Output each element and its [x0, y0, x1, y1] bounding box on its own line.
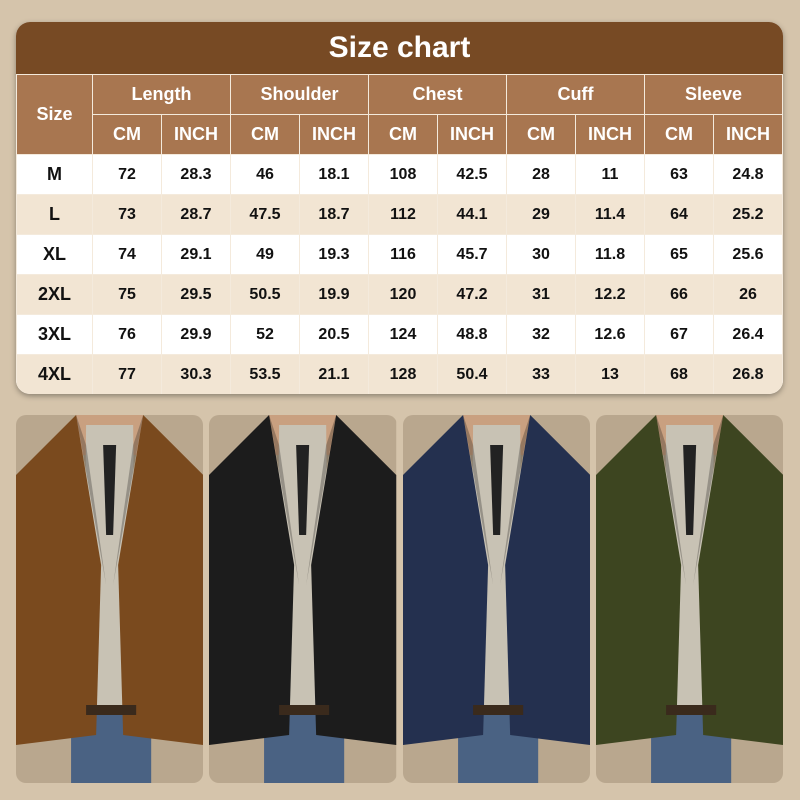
- table-cell: 65: [644, 234, 714, 275]
- table-cell: 31: [506, 274, 576, 315]
- table-cell: 46: [230, 154, 300, 195]
- table-cell: 47.2: [437, 274, 507, 315]
- unit-header: CM: [368, 114, 438, 155]
- table-cell: 44.1: [437, 194, 507, 235]
- table-cell: 11: [575, 154, 645, 195]
- table-cell: 120: [368, 274, 438, 315]
- table-cell: 19.9: [299, 274, 369, 315]
- table-row: L 73 28.7 47.5 18.7 112 44.1 29 11.4 64 25.2: [16, 194, 783, 235]
- table-row: XL 74 29.1 49 19.3 116 45.7 30 11.8 65 25.6: [16, 234, 783, 275]
- size-chart: Size chart Size Length Shoulder Chest Cuff Sl…: [16, 22, 783, 394]
- table-cell: 24.8: [713, 154, 783, 195]
- table-row: 2XL 75 29.5 50.5 19.9 120 47.2 31 12.2 66 26: [16, 274, 783, 315]
- table-row: M 72 28.3 46 18.1 108 42.5 28 11 63 24.8: [16, 154, 783, 195]
- table-cell: 124: [368, 314, 438, 355]
- unit-header: INCH: [299, 114, 369, 155]
- table-cell: 68: [644, 354, 714, 394]
- table-cell: 13: [575, 354, 645, 394]
- table-cell: 11.4: [575, 194, 645, 235]
- table-cell: 21.1: [299, 354, 369, 394]
- column-group-header: Shoulder: [230, 74, 369, 115]
- table-cell: 73: [92, 194, 162, 235]
- table-cell: 45.7: [437, 234, 507, 275]
- product-photos: [16, 415, 783, 783]
- table-cell: 77: [92, 354, 162, 394]
- table-cell: 12.2: [575, 274, 645, 315]
- table-cell: 29.9: [161, 314, 231, 355]
- table-cell: 48.8: [437, 314, 507, 355]
- table-row: 3XL 76 29.9 52 20.5 124 48.8 32 12.6 67 26.4: [16, 314, 783, 355]
- table-cell: 33: [506, 354, 576, 394]
- table-cell: 20.5: [299, 314, 369, 355]
- table-cell: 25.6: [713, 234, 783, 275]
- table-cell: 53.5: [230, 354, 300, 394]
- size-header: Size: [16, 74, 93, 155]
- unit-header: CM: [506, 114, 576, 155]
- table-cell: 29.5: [161, 274, 231, 315]
- size-chart-title: Size chart: [16, 22, 783, 74]
- unit-header: CM: [644, 114, 714, 155]
- column-group-header: Length: [92, 74, 231, 115]
- table-cell: 116: [368, 234, 438, 275]
- table-cell: 72: [92, 154, 162, 195]
- brown-corduroy-blazer-photo: [16, 415, 204, 783]
- table-cell: 11.8: [575, 234, 645, 275]
- table-cell: 67: [644, 314, 714, 355]
- table-cell: 32: [506, 314, 576, 355]
- table-cell: 18.1: [299, 154, 369, 195]
- table-cell: 29: [506, 194, 576, 235]
- table-cell: 30.3: [161, 354, 231, 394]
- unit-header: CM: [230, 114, 300, 155]
- table-cell: 63: [644, 154, 714, 195]
- table-cell: 18.7: [299, 194, 369, 235]
- olive-corduroy-suit-photo: [595, 415, 783, 783]
- black-corduroy-blazer-photo: [209, 415, 397, 783]
- table-cell: 66: [644, 274, 714, 315]
- table-cell: 128: [368, 354, 438, 394]
- navy-corduroy-suit-photo: [402, 415, 590, 783]
- table-cell: 50.5: [230, 274, 300, 315]
- table-cell: 28: [506, 154, 576, 195]
- size-table: Size Length Shoulder Chest Cuff Sleeve CM INCH C…: [16, 74, 783, 394]
- table-cell: 50.4: [437, 354, 507, 394]
- size-label: M: [16, 154, 93, 195]
- table-cell: 75: [92, 274, 162, 315]
- size-label: 3XL: [16, 314, 93, 355]
- unit-header: INCH: [437, 114, 507, 155]
- table-cell: 47.5: [230, 194, 300, 235]
- table-cell: 25.2: [713, 194, 783, 235]
- table-cell: 74: [92, 234, 162, 275]
- table-cell: 30: [506, 234, 576, 275]
- table-cell: 64: [644, 194, 714, 235]
- table-cell: 12.6: [575, 314, 645, 355]
- column-group-header: Chest: [368, 74, 507, 115]
- table-cell: 108: [368, 154, 438, 195]
- table-cell: 28.3: [161, 154, 231, 195]
- table-cell: 42.5: [437, 154, 507, 195]
- table-cell: 29.1: [161, 234, 231, 275]
- size-label: 2XL: [16, 274, 93, 315]
- size-label: 4XL: [16, 354, 93, 394]
- size-label: L: [16, 194, 93, 235]
- unit-header: INCH: [575, 114, 645, 155]
- table-cell: 26: [713, 274, 783, 315]
- table-cell: 26.8: [713, 354, 783, 394]
- unit-header: CM: [92, 114, 162, 155]
- table-cell: 26.4: [713, 314, 783, 355]
- column-group-header: Cuff: [506, 74, 645, 115]
- table-cell: 28.7: [161, 194, 231, 235]
- table-cell: 76: [92, 314, 162, 355]
- table-cell: 19.3: [299, 234, 369, 275]
- size-label: XL: [16, 234, 93, 275]
- table-cell: 52: [230, 314, 300, 355]
- table-row: 4XL 77 30.3 53.5 21.1 128 50.4 33 13 68 26.8: [16, 354, 783, 394]
- table-cell: 49: [230, 234, 300, 275]
- table-cell: 112: [368, 194, 438, 235]
- unit-header: INCH: [161, 114, 231, 155]
- column-group-header: Sleeve: [644, 74, 783, 115]
- unit-header: INCH: [713, 114, 783, 155]
